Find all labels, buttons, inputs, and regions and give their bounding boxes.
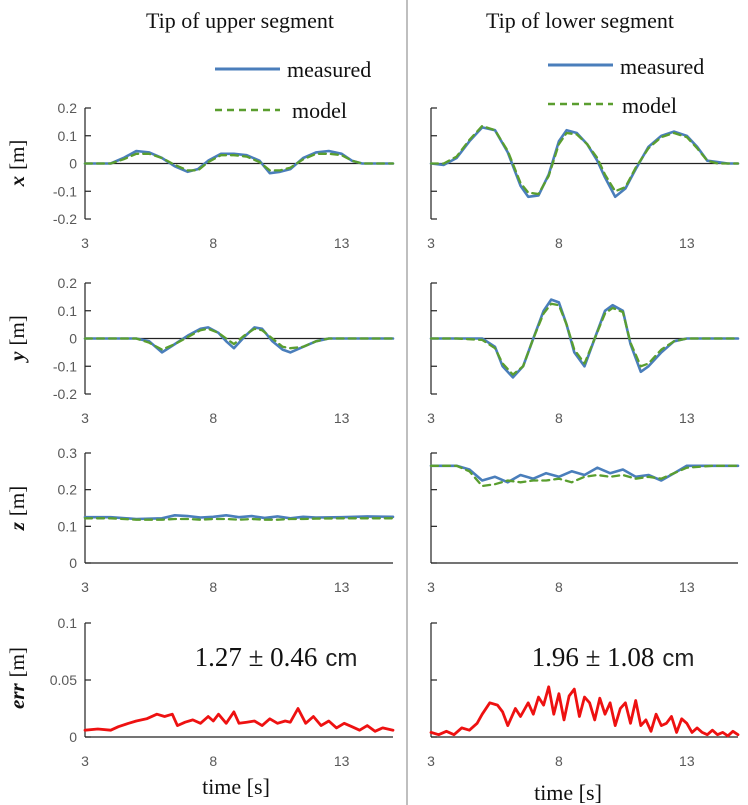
series-measured-z-upper: [83, 513, 395, 521]
series-measured-x-upper: [83, 149, 395, 175]
row-label-y: y[m]: [5, 315, 29, 364]
row-label-x: x[m]: [5, 140, 29, 188]
x-tick-label-z-lower: 8: [555, 579, 563, 595]
legend-model-label-lower: model: [622, 93, 677, 118]
y-tick-label-y-upper: 0: [69, 331, 77, 347]
y-tick-label-y-upper: -0.1: [53, 358, 77, 374]
x-axis-label-upper: time [s]: [202, 774, 270, 799]
series-measured-z-lower: [429, 464, 740, 484]
legend-model-label-upper: model: [292, 98, 347, 123]
series-model-y-lower: [429, 302, 740, 376]
panels: 0.20.10-0.1-0.23 8 13 3 8 130.20.10-0.1-0.23 8…: [50, 100, 740, 769]
y-tick-label-x-upper: 0.2: [58, 100, 78, 116]
column-title-lower: Tip of lower segment: [486, 8, 674, 33]
x-tick-label-z-lower: 13: [679, 579, 695, 595]
panel-y-upper: 0.2 0.1 0 -0.1 -0.23 8 13: [53, 275, 395, 426]
panel-z-upper: 0.3 0.2 0.1 03 8 13: [58, 445, 395, 595]
x-tick-label-x-lower: 8: [555, 235, 563, 251]
x-tick-label-err-lower: 8: [555, 753, 563, 769]
y-tick-label-x-upper: 0: [69, 156, 77, 172]
series-measured-x-lower: [429, 126, 740, 199]
x-tick-label-x-upper: 13: [334, 235, 350, 251]
y-tick-label-z-upper: 0.3: [58, 445, 78, 461]
row-label-err: err[m]: [5, 647, 29, 709]
x-tick-label-z-upper: 3: [81, 579, 89, 595]
y-tick-label-x-upper: -0.2: [53, 211, 77, 227]
x-tick-label-y-upper: 8: [209, 410, 217, 426]
y-tick-label-y-upper: 0.1: [58, 303, 78, 319]
series-model-x-lower: [429, 124, 740, 196]
x-tick-label-z-upper: 8: [209, 579, 217, 595]
y-tick-label-x-upper: 0.1: [58, 128, 78, 144]
series-err-err-upper: [83, 707, 395, 733]
panel-y-lower: 3 8 13: [427, 282, 740, 426]
x-tick-label-y-upper: 13: [334, 410, 350, 426]
series-model-z-upper: [83, 517, 395, 521]
column-title-upper: Tip of upper segment: [146, 8, 334, 33]
y-tick-label-err-upper: 0: [69, 729, 77, 745]
legend-measured-label-upper: measured: [287, 57, 371, 82]
panel-x-upper: 0.2 0.1 0 -0.1 -0.23 8 13: [53, 100, 395, 251]
x-tick-label-err-upper: 13: [334, 753, 350, 769]
y-tick-label-z-upper: 0.2: [58, 482, 78, 498]
x-tick-label-x-upper: 8: [209, 235, 217, 251]
y-tick-label-y-upper: 0.2: [58, 275, 78, 291]
y-tick-label-y-upper: -0.2: [53, 386, 77, 402]
x-tick-label-err-lower: 13: [679, 753, 695, 769]
x-tick-label-z-upper: 13: [334, 579, 350, 595]
y-tick-label-z-upper: 0: [69, 555, 77, 571]
row-label-z: z[m]: [5, 486, 29, 532]
y-tick-label-err-upper: 0.05: [50, 672, 77, 688]
x-tick-label-z-lower: 3: [427, 579, 435, 595]
panel-z-lower: 3 8 13: [427, 452, 740, 595]
panel-err-lower: 3 8 13: [427, 622, 740, 769]
y-tick-label-err-upper: 0.1: [58, 615, 78, 631]
x-tick-label-err-upper: 3: [81, 753, 89, 769]
series-model-y-upper: [83, 327, 395, 351]
annotation-lower: 1.96 ± 1.08 cm: [532, 642, 695, 672]
x-axis-label-lower: time [s]: [534, 780, 602, 805]
series-model-z-lower: [429, 464, 740, 488]
series-err-err-lower: [429, 685, 740, 738]
x-tick-label-y-lower: 8: [555, 410, 563, 426]
x-tick-label-y-lower: 13: [679, 410, 695, 426]
x-tick-label-x-upper: 3: [81, 235, 89, 251]
x-tick-label-err-lower: 3: [427, 753, 435, 769]
annotation-upper: 1.27 ± 0.46 cm: [195, 642, 358, 672]
legend-measured-label-lower: measured: [620, 54, 704, 79]
x-tick-label-y-upper: 3: [81, 410, 89, 426]
x-tick-label-y-lower: 3: [427, 410, 435, 426]
panel-x-lower: 3 8 13: [427, 107, 740, 251]
x-tick-label-err-upper: 8: [209, 753, 217, 769]
y-tick-label-z-upper: 0.1: [58, 518, 78, 534]
y-tick-label-x-upper: -0.1: [53, 183, 77, 199]
x-tick-label-x-lower: 3: [427, 235, 435, 251]
x-tick-label-x-lower: 13: [679, 235, 695, 251]
panel-err-upper: 0.1 0.05 03 8 13: [50, 615, 395, 769]
